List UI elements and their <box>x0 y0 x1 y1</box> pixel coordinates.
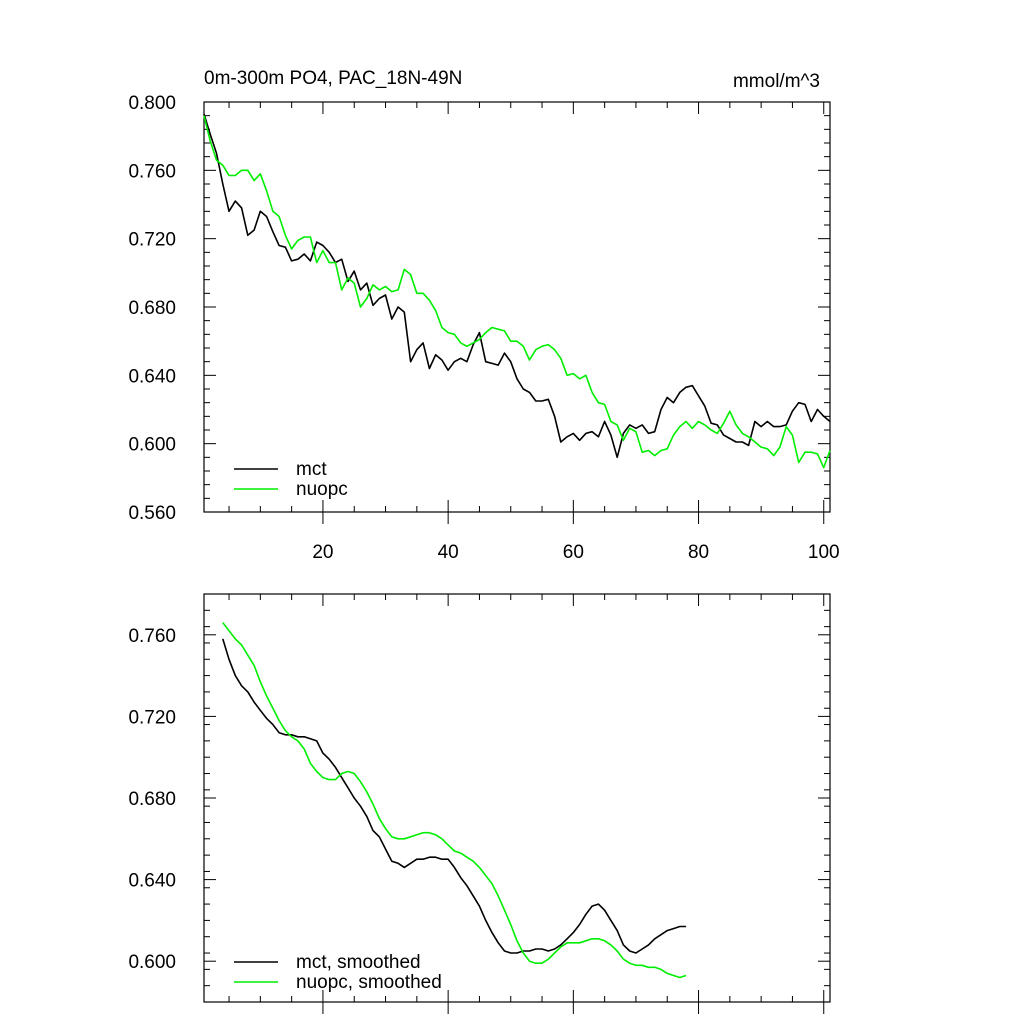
x-tick-label: 80 <box>688 542 709 563</box>
y-tick-label: 0.680 <box>128 298 176 319</box>
bottom-panel: 0.600 0.640 0.680 0.720 0.760 mct, smoothednu… <box>128 593 831 1014</box>
y-tick-label: 0.720 <box>128 230 176 251</box>
x-tick-label: 40 <box>438 542 459 563</box>
top-panel: 0m-300m PO4, PAC_18N-49N mmol/m^3 0.560 0… <box>128 68 839 563</box>
y-tick-label: 0.720 <box>128 707 176 728</box>
legend-label: nuopc <box>296 479 348 500</box>
y-tick-label: 0.560 <box>128 503 176 524</box>
plot-frame <box>203 101 831 513</box>
legend-label: nuopc, smoothed <box>296 972 442 993</box>
y-tick-label: 0.680 <box>128 789 176 810</box>
x-tick-label: 20 <box>312 542 333 563</box>
y-tick-label: 0.760 <box>128 626 176 647</box>
legend-label: mct, smoothed <box>296 952 421 973</box>
series-line-nuopc <box>203 115 831 469</box>
y-tick-label: 0.600 <box>128 952 176 973</box>
legend-label: mct <box>296 459 327 480</box>
series-line-nuopc <box>222 622 687 979</box>
x-tick-label: 60 <box>563 542 584 563</box>
top-panel-units: mmol/m^3 <box>733 71 820 92</box>
y-tick-label: 0.600 <box>128 435 176 456</box>
y-tick-label: 0.760 <box>128 161 176 182</box>
y-tick-label: 0.800 <box>128 93 176 114</box>
x-tick-label: 100 <box>808 542 840 563</box>
y-tick-label: 0.640 <box>128 871 176 892</box>
top-panel-title: 0m-300m PO4, PAC_18N-49N <box>204 68 462 89</box>
series-line-mct <box>203 113 831 459</box>
series-line-mct <box>222 638 686 954</box>
y-tick-label: 0.640 <box>128 366 176 387</box>
